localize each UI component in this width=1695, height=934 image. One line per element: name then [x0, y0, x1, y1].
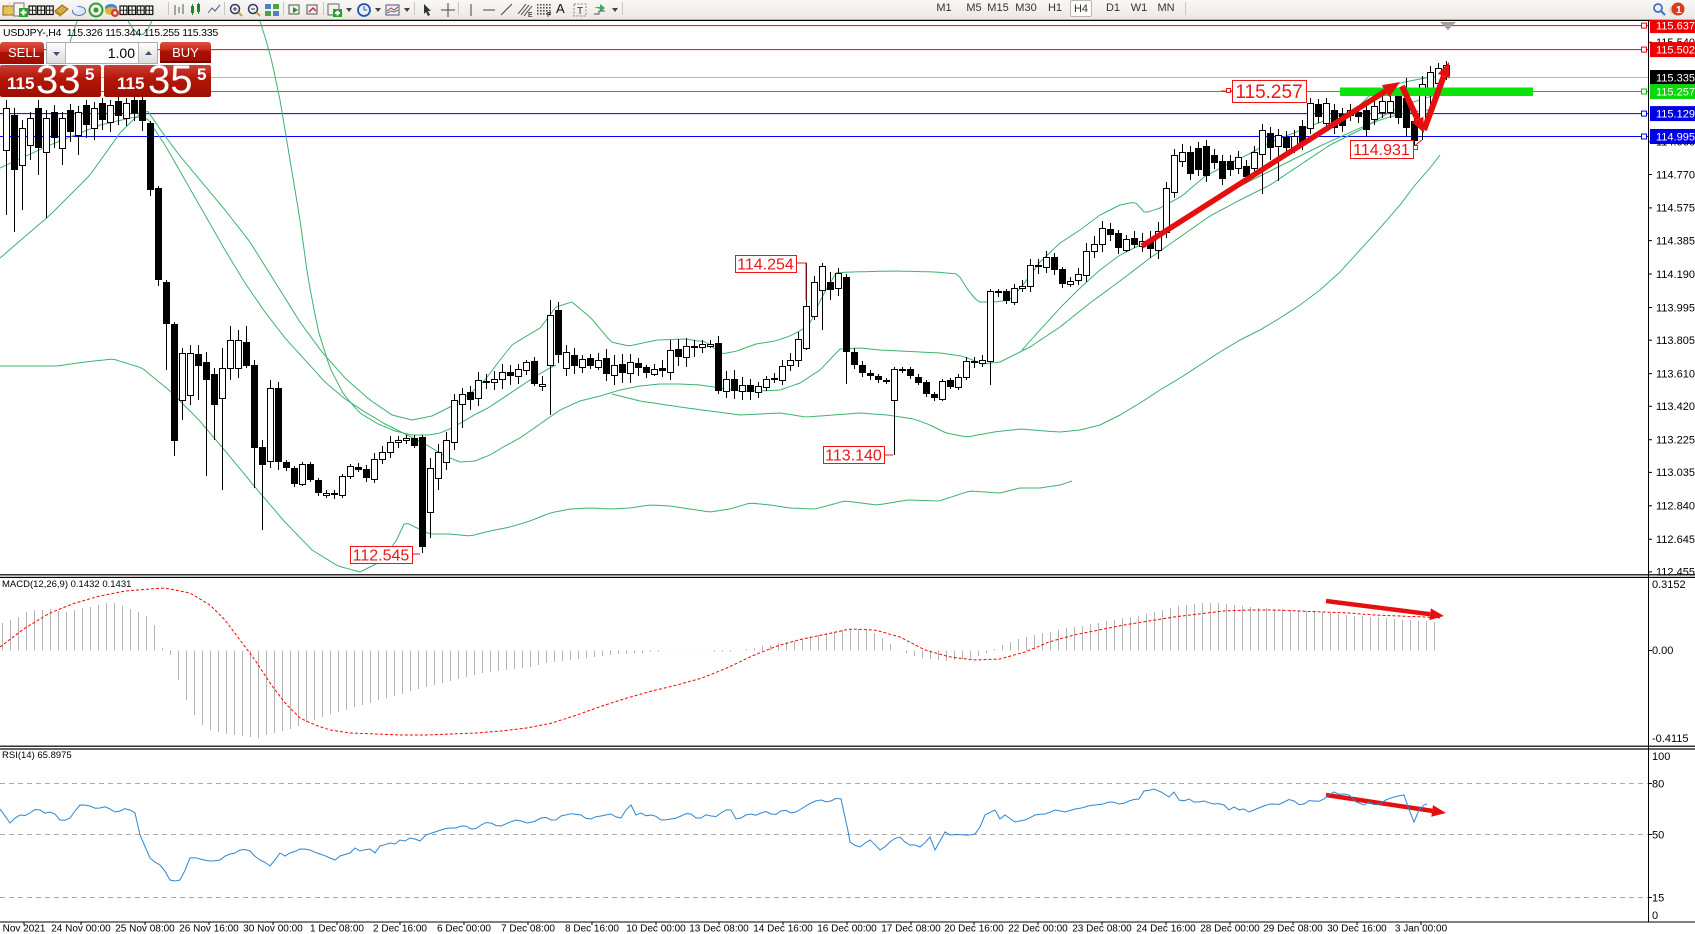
svg-text:15: 15: [1652, 893, 1664, 905]
svg-text:RSI(14) 65.8975: RSI(14) 65.8975: [2, 750, 72, 761]
svg-text:22 Dec 00:00: 22 Dec 00:00: [1008, 924, 1068, 934]
svg-text:29 Dec 08:00: 29 Dec 08:00: [1263, 924, 1323, 934]
svg-text:114.190: 114.190: [1656, 269, 1695, 281]
svg-text:10 Dec 00:00: 10 Dec 00:00: [626, 924, 686, 934]
svg-text:112.455: 112.455: [1656, 567, 1695, 579]
svg-text:115.335: 115.335: [1656, 73, 1695, 85]
svg-text:113.420: 113.420: [1656, 401, 1695, 413]
svg-text:28 Dec 00:00: 28 Dec 00:00: [1200, 924, 1260, 934]
svg-text:115.257: 115.257: [1235, 82, 1302, 103]
svg-text:114.575: 114.575: [1656, 203, 1695, 215]
svg-text:8 Dec 16:00: 8 Dec 16:00: [565, 924, 619, 934]
svg-text:114.254: 114.254: [737, 256, 794, 273]
svg-text:T: T: [577, 6, 583, 17]
svg-text:23 Dec 08:00: 23 Dec 08:00: [1072, 924, 1132, 934]
svg-text:E: E: [528, 12, 533, 18]
svg-text:24 Nov 00:00: 24 Nov 00:00: [51, 924, 111, 934]
svg-text:MACD(12,26,9) 0.1432 0.1431: MACD(12,26,9) 0.1432 0.1431: [2, 579, 131, 590]
svg-text:112.645: 112.645: [1656, 534, 1695, 546]
svg-text:80: 80: [1652, 779, 1664, 791]
svg-text:1: 1: [1676, 5, 1682, 16]
svg-text:16 Dec 00:00: 16 Dec 00:00: [817, 924, 877, 934]
svg-text:3 Jan 00:00: 3 Jan 00:00: [1395, 924, 1448, 934]
svg-text:113.035: 113.035: [1656, 467, 1695, 479]
svg-text:26 Nov 16:00: 26 Nov 16:00: [179, 924, 239, 934]
svg-text:F: F: [547, 12, 551, 18]
svg-text:114.995: 114.995: [1656, 132, 1695, 144]
svg-text:115.257: 115.257: [1656, 87, 1695, 99]
svg-text:113.140: 113.140: [825, 447, 882, 464]
svg-text:20 Dec 16:00: 20 Dec 16:00: [944, 924, 1004, 934]
svg-text:17 Dec 08:00: 17 Dec 08:00: [881, 924, 941, 934]
svg-text:USDJPY-,H4 115.326 115.344 11: USDJPY-,H4 115.326 115.344 115.255 115.3…: [3, 27, 218, 39]
svg-text:115.637: 115.637: [1656, 21, 1695, 33]
svg-text:30 Nov 00:00: 30 Nov 00:00: [243, 924, 303, 934]
svg-text:2 Dec 16:00: 2 Dec 16:00: [373, 924, 427, 934]
svg-text:114.770: 114.770: [1656, 169, 1695, 181]
svg-text:7 Dec 08:00: 7 Dec 08:00: [501, 924, 555, 934]
svg-text:0.3152: 0.3152: [1652, 579, 1686, 591]
svg-text:113.995: 113.995: [1656, 302, 1695, 314]
svg-text:24 Dec 16:00: 24 Dec 16:00: [1136, 924, 1196, 934]
svg-text:0.00: 0.00: [1652, 645, 1673, 657]
svg-text:115.129: 115.129: [1656, 109, 1695, 121]
svg-text:14 Dec 16:00: 14 Dec 16:00: [753, 924, 813, 934]
svg-text:113.225: 113.225: [1656, 435, 1695, 447]
svg-text:1 Dec 08:00: 1 Dec 08:00: [310, 924, 364, 934]
svg-text:Nov 2021: Nov 2021: [3, 924, 46, 934]
svg-text:114.931: 114.931: [1353, 142, 1410, 159]
svg-text:100: 100: [1652, 751, 1670, 763]
svg-text:112.545: 112.545: [353, 547, 410, 564]
svg-text:-0.4115: -0.4115: [1652, 733, 1689, 745]
svg-text:50: 50: [1652, 830, 1664, 842]
svg-text:30 Dec 16:00: 30 Dec 16:00: [1327, 924, 1387, 934]
svg-text:115.502: 115.502: [1656, 45, 1695, 57]
svg-text:114.385: 114.385: [1656, 235, 1695, 247]
svg-text:0: 0: [1652, 910, 1658, 922]
svg-text:13 Dec 08:00: 13 Dec 08:00: [689, 924, 749, 934]
svg-text:6 Dec 00:00: 6 Dec 00:00: [437, 924, 491, 934]
svg-text:112.840: 112.840: [1656, 501, 1695, 513]
svg-text:113.610: 113.610: [1656, 368, 1695, 380]
svg-text:25 Nov 08:00: 25 Nov 08:00: [115, 924, 175, 934]
svg-text:113.805: 113.805: [1656, 335, 1695, 347]
